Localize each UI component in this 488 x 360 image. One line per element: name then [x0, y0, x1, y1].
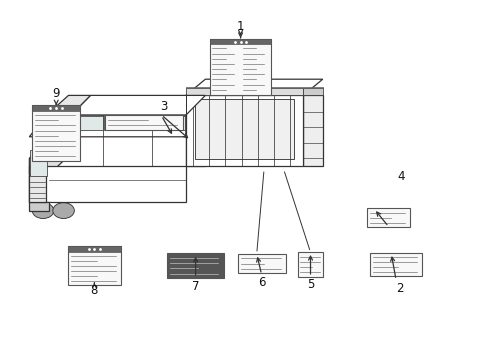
- Bar: [210, 39, 270, 94]
- Polygon shape: [29, 166, 185, 202]
- Text: 7: 7: [191, 280, 199, 293]
- Text: 1: 1: [236, 21, 244, 33]
- Polygon shape: [29, 175, 49, 202]
- Circle shape: [53, 203, 74, 219]
- Text: 2: 2: [395, 282, 403, 294]
- Polygon shape: [303, 95, 322, 166]
- Text: 9: 9: [52, 87, 60, 100]
- Text: 8: 8: [90, 284, 98, 297]
- Polygon shape: [29, 175, 46, 202]
- Bar: [32, 105, 80, 161]
- Polygon shape: [152, 116, 184, 130]
- Polygon shape: [194, 99, 294, 159]
- Text: 6: 6: [257, 276, 265, 289]
- Polygon shape: [71, 95, 205, 115]
- Bar: [370, 253, 421, 276]
- Polygon shape: [185, 95, 205, 166]
- Bar: [237, 253, 285, 274]
- Polygon shape: [185, 88, 303, 95]
- Bar: [366, 208, 409, 228]
- Text: 4: 4: [396, 170, 404, 183]
- Polygon shape: [303, 88, 322, 95]
- Bar: [68, 246, 121, 285]
- Polygon shape: [29, 202, 49, 211]
- Polygon shape: [185, 79, 322, 95]
- Polygon shape: [185, 87, 322, 88]
- Polygon shape: [185, 95, 303, 166]
- Polygon shape: [29, 158, 66, 175]
- Bar: [68, 246, 121, 252]
- Bar: [105, 115, 183, 130]
- Bar: [210, 39, 270, 45]
- Polygon shape: [29, 115, 185, 158]
- Text: 5: 5: [306, 278, 314, 291]
- Polygon shape: [30, 150, 47, 176]
- Polygon shape: [103, 116, 151, 130]
- Circle shape: [32, 203, 54, 219]
- Bar: [32, 105, 80, 111]
- Polygon shape: [29, 95, 90, 137]
- Text: 3: 3: [160, 100, 167, 113]
- Bar: [297, 252, 323, 277]
- Polygon shape: [71, 116, 102, 130]
- Bar: [167, 253, 223, 278]
